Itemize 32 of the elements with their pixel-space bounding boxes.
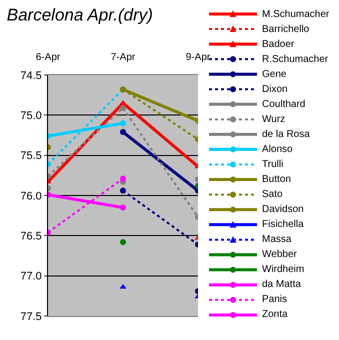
legend-label: de la Rosa (262, 129, 310, 140)
legend-label: Barrichello (262, 24, 310, 35)
legend-label: Alonso (262, 144, 294, 155)
legend-label: Fisichella (262, 219, 304, 230)
chart-title: Barcelona Apr.(dry) (6, 5, 153, 24)
x-tick-label: 6-Apr (36, 52, 61, 63)
legend-label: Sato (262, 189, 284, 200)
legend-label: da Matta (262, 279, 302, 290)
legend-label: Webber (262, 249, 298, 260)
y-tick-label: 75.5 (20, 150, 42, 162)
legend-label: Button (262, 174, 291, 185)
legend-label: Trulli (262, 159, 284, 170)
x-tick-label: 9-Apr (186, 52, 211, 63)
legend-label: M.Schumacher (262, 9, 330, 20)
legend-label: Badoer (262, 39, 295, 50)
y-tick-label: 74.5 (20, 70, 42, 82)
y-tick-label: 76.5 (20, 230, 42, 243)
legend-label: Gene (262, 69, 287, 80)
y-tick-label: 77.5 (20, 310, 42, 323)
legend-label: Dixon (262, 84, 288, 95)
legend-label: R.Schumacher (262, 54, 329, 65)
y-tick-label: 75.0 (20, 110, 42, 122)
legend-label: Wurz (262, 114, 286, 125)
y-tick-label: 77.0 (20, 270, 42, 283)
legend-label: Davidson (262, 204, 304, 215)
legend-label: Coulthard (262, 99, 306, 110)
legend-label: Zonta (262, 309, 288, 320)
x-tick-label: 7-Apr (110, 52, 136, 63)
legend-label: Panis (262, 294, 288, 305)
y-tick-label: 76.0 (20, 190, 42, 202)
legend-label: Wirdheim (262, 264, 304, 275)
legend-label: Massa (262, 234, 292, 245)
